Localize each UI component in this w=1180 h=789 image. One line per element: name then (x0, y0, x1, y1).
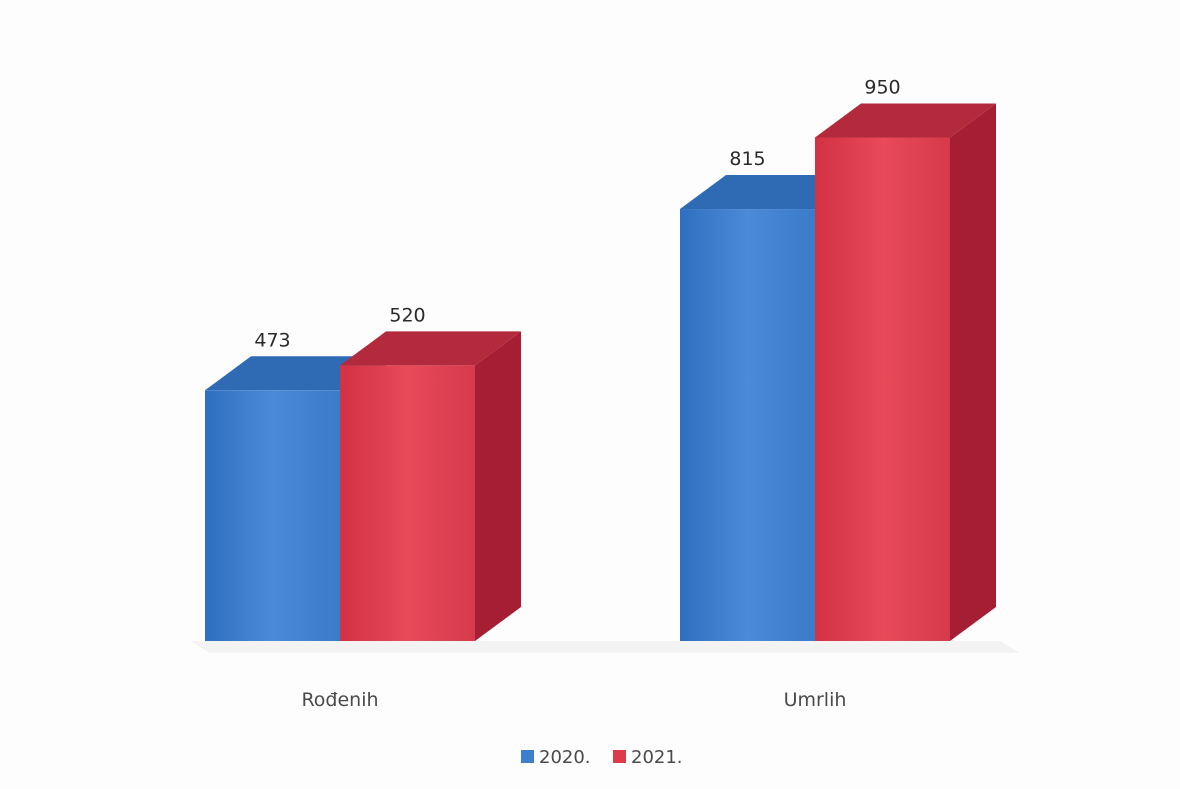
bar-side-face (950, 103, 996, 641)
bar-front-face (340, 365, 475, 641)
bar-front-face (205, 390, 340, 641)
category-label: Rođenih (301, 689, 378, 711)
data-label: 950 (864, 77, 900, 99)
bar-side-face (475, 331, 521, 641)
data-label: 520 (389, 304, 425, 326)
legend-swatch (521, 750, 534, 763)
bar-2021-rodjenih (340, 331, 521, 641)
legend-item: 2020. (521, 747, 591, 768)
category-label: Umrlih (784, 689, 847, 711)
bar-top-face (340, 331, 521, 366)
bar-front-face (815, 137, 950, 641)
chart-floor (190, 641, 1020, 653)
data-label: 473 (254, 329, 290, 351)
bar-top-face (815, 103, 996, 138)
legend-item: 2021. (613, 747, 683, 768)
legend-label: 2021. (631, 747, 683, 768)
bar-2021-umrlih (815, 103, 996, 641)
bar-front-face (680, 209, 815, 642)
legend-label: 2020. (539, 747, 591, 768)
legend-swatch (613, 750, 626, 763)
data-label: 815 (729, 148, 765, 170)
